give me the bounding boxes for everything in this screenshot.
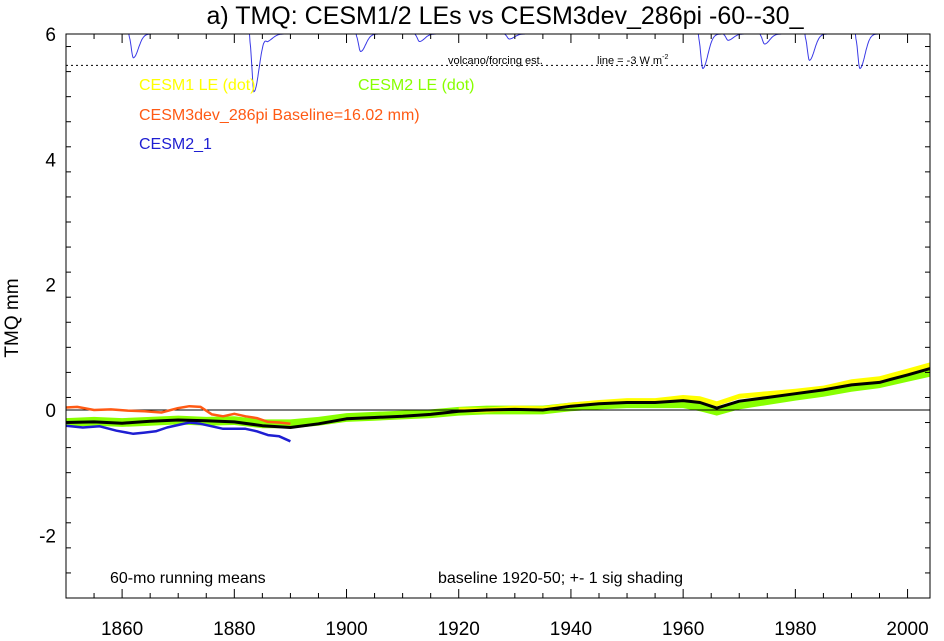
forcing-line-label: line = -3 W m-2 bbox=[597, 54, 668, 67]
x-tick-label: 1920 bbox=[438, 619, 480, 640]
chart-title: a) TMQ: CESM1/2 LEs vs CESM3dev_286pi -6… bbox=[206, 2, 804, 30]
legend-cesm1-le: CESM1 LE (dot) bbox=[139, 77, 255, 94]
plot-frame bbox=[65, 33, 931, 599]
shading-layer bbox=[66, 362, 930, 429]
y-tick-label: 6 bbox=[45, 25, 56, 46]
cesm3dev-line bbox=[65, 404, 291, 426]
cesm2-1-line bbox=[65, 421, 291, 443]
y-tick-label: 0 bbox=[45, 401, 56, 422]
x-tick-label: 1880 bbox=[213, 619, 255, 640]
axes-layer: 1860 1880 1900 1920 1940 1960 1980 2000 -2 0 2 4 6 bbox=[39, 25, 930, 640]
x-tick-label: 1900 bbox=[325, 619, 367, 640]
forcing-line-exponent: -2 bbox=[662, 54, 668, 61]
volcano-label: volcano/forcing est. bbox=[448, 55, 543, 67]
y-tick-label: -2 bbox=[39, 526, 56, 547]
x-tick-label: 1980 bbox=[774, 619, 816, 640]
ensemble-mean-line bbox=[65, 367, 931, 429]
series-lines-layer bbox=[65, 367, 931, 443]
x-tick-label: 1940 bbox=[550, 619, 592, 640]
x-tick-label: 2000 bbox=[886, 619, 928, 640]
y-tick-label: 2 bbox=[45, 276, 56, 297]
legend-cesm3dev: CESM3dev_286pi Baseline=16.02 mm) bbox=[139, 107, 420, 124]
y-tick-label: 4 bbox=[45, 150, 56, 171]
legend-cesm2-1: CESM2_1 bbox=[139, 136, 212, 153]
x-tick-label: 1860 bbox=[101, 619, 143, 640]
running-means-note: 60-mo running means bbox=[110, 570, 266, 587]
y-axis-label: TMQ mm bbox=[2, 278, 23, 357]
x-tick-label: 1960 bbox=[662, 619, 704, 640]
baseline-note: baseline 1920-50; +- 1 sig shading bbox=[438, 570, 683, 587]
cesm2-le-band bbox=[66, 368, 930, 429]
legend-cesm2-le: CESM2 LE (dot) bbox=[358, 77, 474, 94]
forcing-line-text: line = -3 W m bbox=[597, 55, 662, 67]
